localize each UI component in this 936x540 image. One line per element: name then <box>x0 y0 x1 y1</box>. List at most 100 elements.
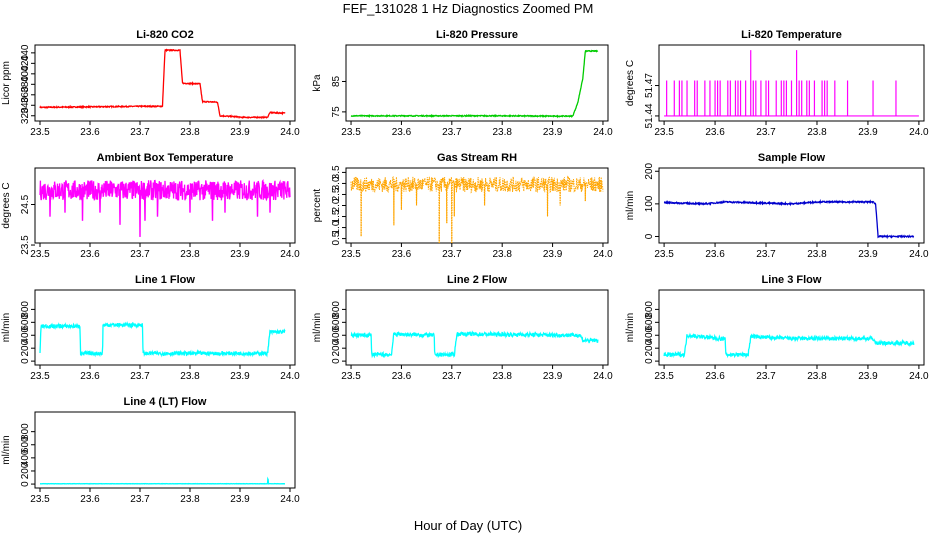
y-tick-label: 200 <box>20 339 31 356</box>
y-tick-label: 0 <box>331 358 342 364</box>
panel-title: Li-820 Pressure <box>436 29 518 41</box>
x-tick-label: 23.7 <box>756 249 776 260</box>
panel-title: Line 3 Flow <box>762 274 822 286</box>
plot-frame <box>345 44 609 122</box>
y-tick-label: 3.0 <box>331 176 342 190</box>
y-tick-label: 24.5 <box>20 194 31 214</box>
y-tick-label: 800 <box>20 423 31 440</box>
y-tick-label: 2.5 <box>331 187 342 201</box>
y-axis-label: ml/min <box>1 435 12 464</box>
panel-title: Line 1 Flow <box>135 274 195 286</box>
x-tick-label: 23.7 <box>756 127 776 138</box>
y-tick-label: 600 <box>331 314 342 331</box>
plot-frame <box>658 44 925 122</box>
y-tick-label: 51.47 <box>644 73 655 98</box>
panel-line3: Line 3 Flow 23.5 23.6 23.7 23.8 23.9 24.0 0 2004… <box>625 274 929 382</box>
panel-title: Li-820 CO2 <box>136 29 193 41</box>
x-tick-label: 23.6 <box>705 249 725 260</box>
x-tick-label: 23.9 <box>858 249 878 260</box>
x-tick-label: 23.9 <box>858 371 878 382</box>
y-tick-label: 0 <box>20 481 31 487</box>
series-co2 <box>39 48 286 120</box>
y-axis-label: ml/min <box>625 313 636 342</box>
x-tick-label: 23.8 <box>180 371 200 382</box>
panel-title: Line 4 (LT) Flow <box>124 396 207 408</box>
x-tick-label: 24.0 <box>280 494 300 505</box>
x-tick-label: 23.7 <box>442 127 462 138</box>
x-tick-label: 24.0 <box>909 127 929 138</box>
x-tick-label: 23.6 <box>80 371 100 382</box>
plot-frame <box>345 289 609 366</box>
y-tick-label: 85 <box>331 75 342 87</box>
series-licor_temp <box>664 50 919 117</box>
x-tick-label: 23.5 <box>30 249 50 260</box>
panel-box_temp: Ambient Box Temperature 23.5 23.6 23.7 23.8 2… <box>1 152 300 260</box>
x-tick-label: 23.9 <box>230 494 250 505</box>
x-tick-label: 23.5 <box>341 127 361 138</box>
y-tick-label: 420 <box>20 55 31 72</box>
y-tick-label: 1.5 <box>331 209 342 223</box>
x-tick-label: 23.8 <box>492 127 512 138</box>
x-tick-label: 23.8 <box>492 249 512 260</box>
x-tick-label: 23.6 <box>80 494 100 505</box>
x-axis-label: Hour of Day (UTC) <box>413 518 523 533</box>
x-tick-label: 24.0 <box>593 127 613 138</box>
y-tick-label: 200 <box>331 339 342 356</box>
x-tick-label: 23.7 <box>130 371 150 382</box>
plot-frame <box>34 44 296 122</box>
y-axis-label: ml/min <box>312 313 323 342</box>
x-tick-label: 23.9 <box>230 371 250 382</box>
x-tick-label: 24.0 <box>593 249 613 260</box>
x-tick-label: 23.6 <box>80 249 100 260</box>
x-tick-label: 23.7 <box>756 371 776 382</box>
y-tick-label: 75 <box>331 106 342 118</box>
panel-pressure: Li-820 Pressure 23.5 23.6 23.7 23.8 23.9 24.0 7… <box>312 29 613 138</box>
x-tick-label: 23.5 <box>341 371 361 382</box>
y-tick-label: 340 <box>20 96 31 113</box>
y-tick-label: 0 <box>644 233 655 239</box>
panel-sample_flow: Sample Flow 23.5 23.6 23.7 23.8 23.9 24.0 0 100 2… <box>625 152 929 260</box>
panel-title: Line 2 Flow <box>447 274 507 286</box>
y-axis-label: degrees C <box>625 60 636 106</box>
x-tick-label: 23.8 <box>180 127 200 138</box>
y-tick-label: 2.0 <box>331 198 342 212</box>
x-tick-label: 23.6 <box>705 127 725 138</box>
figure-title: FEF_131028 1 Hz Diagnostics Zoomed PM <box>342 1 594 16</box>
y-tick-label: 200 <box>20 462 31 479</box>
series-sample_flow <box>663 198 915 240</box>
x-tick-label: 23.9 <box>858 127 878 138</box>
y-tick-label: 0.5 <box>331 231 342 245</box>
x-tick-label: 23.5 <box>341 249 361 260</box>
plot-frame <box>34 411 296 489</box>
x-tick-label: 23.6 <box>705 371 725 382</box>
x-tick-label: 24.0 <box>280 127 300 138</box>
y-tick-label: 380 <box>20 76 31 93</box>
panel-title: Ambient Box Temperature <box>97 152 234 164</box>
x-tick-label: 23.8 <box>180 494 200 505</box>
y-axis-label: Licor ppm <box>1 61 12 105</box>
x-tick-label: 23.6 <box>392 249 412 260</box>
y-axis-label: ml/min <box>625 191 636 220</box>
series-line1 <box>39 321 286 358</box>
series-line2 <box>350 330 599 359</box>
x-tick-label: 23.5 <box>654 371 674 382</box>
x-tick-label: 23.5 <box>30 127 50 138</box>
y-tick-label: 600 <box>644 314 655 331</box>
x-tick-label: 23.8 <box>807 371 827 382</box>
y-tick-label: 0 <box>20 358 31 364</box>
panel-title: Sample Flow <box>758 152 826 164</box>
y-tick-label: 800 <box>331 301 342 318</box>
panel-licor_temp: Li-820 Temperature 23.5 23.6 23.7 23.8 23.9 24… <box>625 29 929 138</box>
y-tick-label: 400 <box>20 326 31 343</box>
y-tick-label: 400 <box>331 326 342 343</box>
y-axis-label: percent <box>312 189 323 223</box>
panel-title: Gas Stream RH <box>437 152 517 164</box>
y-tick-label: 51.44 <box>644 103 655 128</box>
y-tick-label: 320 <box>20 107 31 124</box>
x-tick-label: 23.5 <box>30 371 50 382</box>
x-tick-label: 23.5 <box>654 127 674 138</box>
panel-line1: Line 1 Flow 23.5 23.6 23.7 23.8 23.9 24.0 0 2004… <box>1 274 300 382</box>
y-tick-label: 400 <box>20 449 31 466</box>
plot-frame <box>34 167 296 244</box>
series-line4 <box>40 476 285 485</box>
